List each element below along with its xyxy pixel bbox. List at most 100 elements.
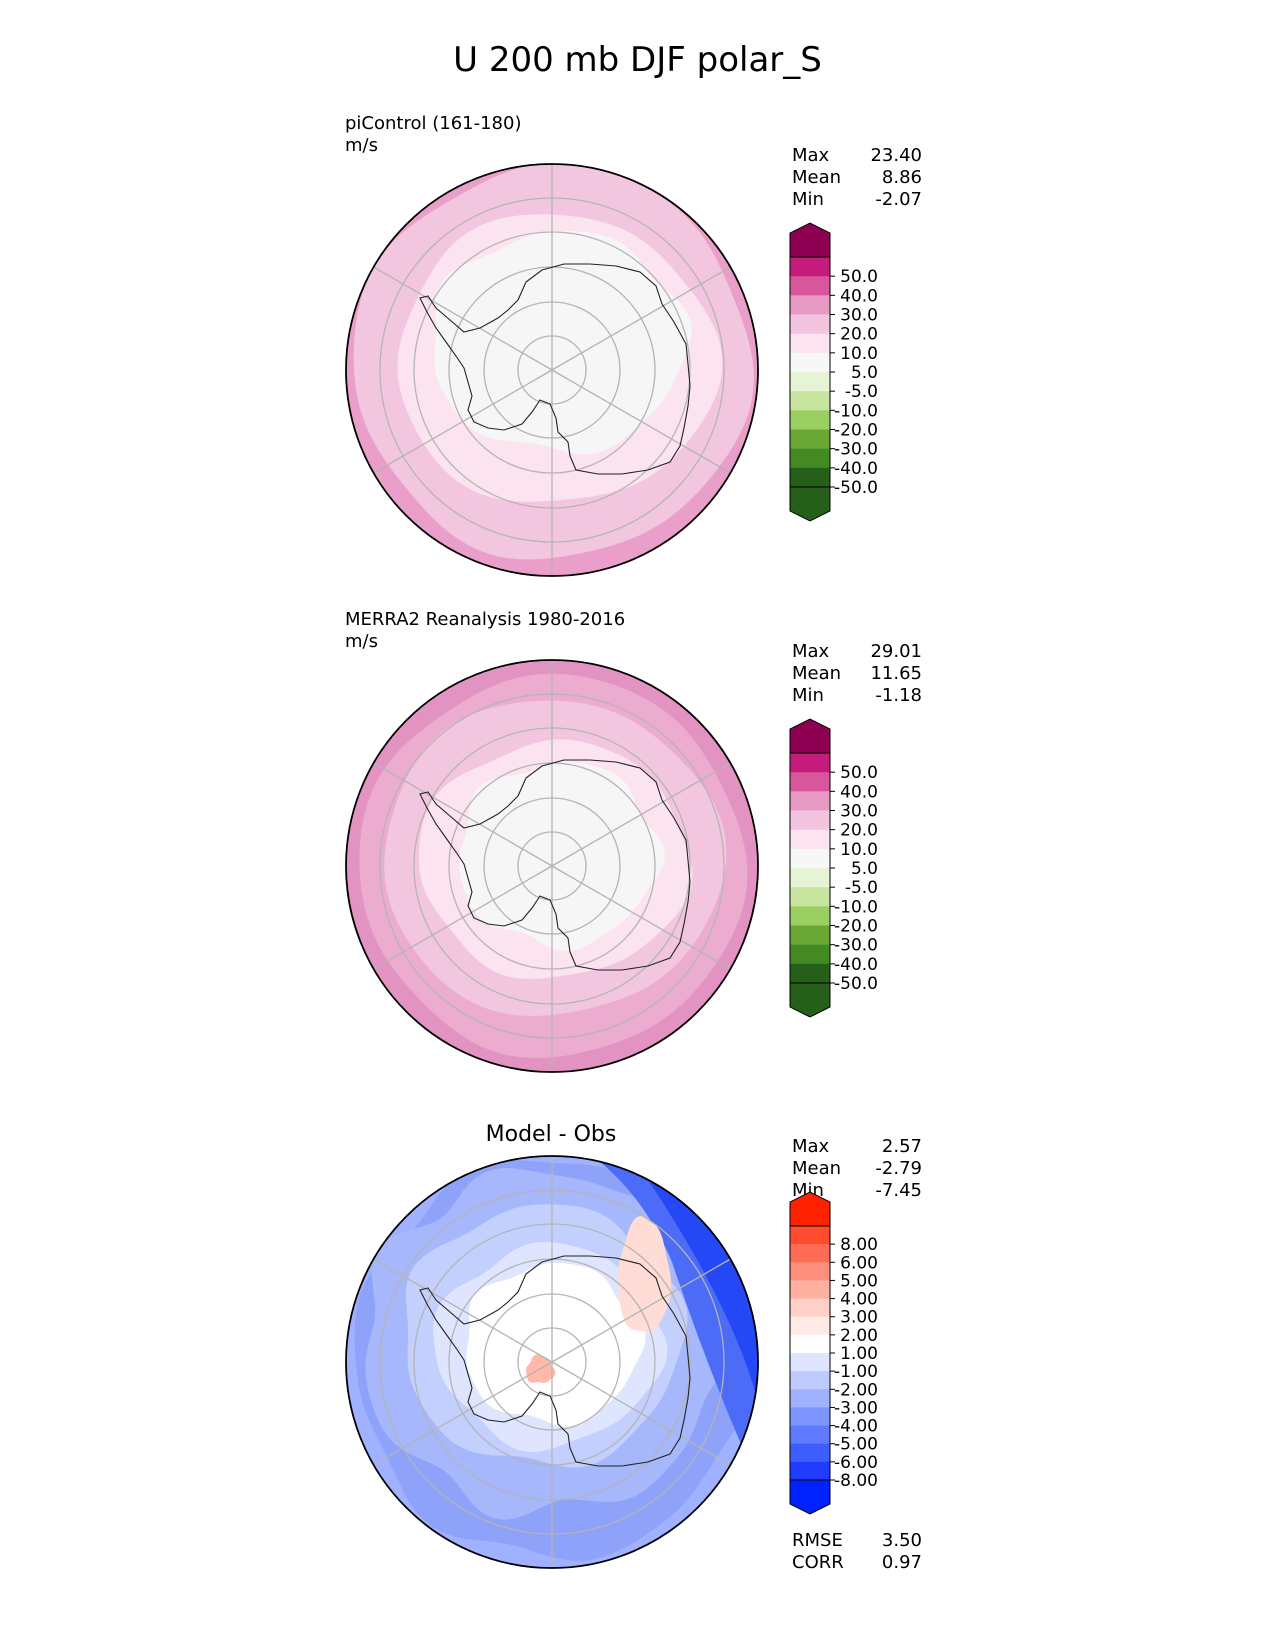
colorbar-tick-label: -5.0 <box>845 878 878 898</box>
meridian-line <box>551 369 731 474</box>
colorbar-tick-label: -8.00 <box>834 1471 878 1491</box>
colorbar-extend-min <box>789 486 831 522</box>
metric-label: RMSE <box>792 1530 843 1551</box>
colorbar-tick-label: 6.00 <box>840 1253 878 1273</box>
antarctica-coastline <box>419 1255 691 1467</box>
metric-label: CORR <box>792 1552 844 1573</box>
colorbar-segment <box>790 1316 830 1336</box>
colorbar-segment <box>790 829 830 850</box>
colorbar-segment <box>790 753 830 773</box>
panel-test-units: m/s <box>345 135 378 156</box>
colorbar-tick-label: 4.00 <box>840 1290 878 1310</box>
colorbar-segment <box>790 295 830 316</box>
colorbar-tick-label: 50.0 <box>840 763 878 783</box>
colorbar-tick-label: -50.0 <box>834 478 878 498</box>
colorbar-extend-max <box>789 222 831 258</box>
stat-value: -1.18 <box>875 685 922 706</box>
colorbar-tick-label: 50.0 <box>840 267 878 287</box>
colorbar-segment <box>790 1425 830 1445</box>
colorbar-extend-min <box>789 1479 831 1515</box>
stat-label: Max <box>792 1136 830 1157</box>
colorbar-tick-label: -20.0 <box>834 917 878 937</box>
panel-test-stats: Max 23.40 Mean 8.86 Min -2.07 <box>792 145 922 211</box>
colorbar-segment <box>790 391 830 411</box>
colorbar-tick-label: 30.0 <box>840 306 878 326</box>
colorbar-segment <box>790 868 830 888</box>
stat-value: 11.65 <box>870 663 922 684</box>
meridian-line <box>551 1258 731 1363</box>
panel-diff-title: Model - Obs <box>485 1122 617 1147</box>
colorbar-segment <box>790 1353 830 1372</box>
colorbar-tick-label: -10.0 <box>834 897 878 917</box>
colorbar-segment <box>790 1371 830 1390</box>
colorbar-tick-label: 5.0 <box>851 859 878 879</box>
stat-label: Max <box>792 641 830 662</box>
stat-value: 8.86 <box>881 167 922 188</box>
contour-band <box>459 761 665 952</box>
polar-map-test <box>345 163 759 577</box>
colorbar-tick-label: 30.0 <box>840 802 878 822</box>
colorbar-tick-label: -5.00 <box>834 1435 878 1455</box>
colorbar-tick-label: 20.0 <box>840 821 878 841</box>
colorbar-tick-label: -10.0 <box>834 401 878 421</box>
colorbar-segment <box>790 944 830 965</box>
meridian-line <box>551 1361 731 1466</box>
meridian-line <box>373 762 553 867</box>
panel-diff-metrics: RMSE 3.50 CORR 0.97 <box>792 1530 922 1574</box>
meridian-line <box>551 865 731 970</box>
colorbar-tick-label: -30.0 <box>834 440 878 460</box>
meridian-line <box>373 266 553 371</box>
colorbar-tick-label: -6.00 <box>834 1453 878 1473</box>
colorbar-segment <box>790 1443 830 1463</box>
stat-value: -2.07 <box>875 189 922 210</box>
colorbar-tick-label: -2.00 <box>834 1380 878 1400</box>
colorbar-tick-label: -4.00 <box>834 1417 878 1437</box>
map-boundary <box>345 1155 759 1569</box>
map-boundary <box>345 163 759 577</box>
stat-value: -2.79 <box>875 1158 922 1179</box>
colorbar-ref: 50.040.030.020.010.05.0-5.0-10.0-20.0-30… <box>789 718 878 1018</box>
colorbar-segment <box>790 810 830 831</box>
colorbar-test: 50.040.030.020.010.05.0-5.0-10.0-20.0-30… <box>789 222 878 522</box>
colorbar-extend-max <box>789 1191 831 1227</box>
colorbar-segment <box>790 906 830 927</box>
meridian-line <box>373 865 553 970</box>
colorbar-tick-label: 40.0 <box>840 782 878 802</box>
colorbar-segment <box>790 352 830 373</box>
colorbar-segment <box>790 791 830 812</box>
colorbar-tick-label: 8.00 <box>840 1235 878 1255</box>
stat-label: Mean <box>792 1158 842 1179</box>
meridian-line <box>551 266 731 371</box>
metric-value: 0.97 <box>881 1552 922 1573</box>
panel-ref-stats: Max 29.01 Mean 11.65 Min -1.18 <box>792 641 922 707</box>
panel-ref-title: MERRA2 Reanalysis 1980-2016 <box>345 609 626 630</box>
colorbar-segment <box>790 410 830 431</box>
colorbar-segment <box>790 314 830 335</box>
stat-label: Mean <box>792 167 842 188</box>
colorbar-segment <box>790 1226 830 1245</box>
colorbar-extend-max <box>789 718 831 754</box>
colorbar-tick-label: 40.0 <box>840 286 878 306</box>
colorbar-segment <box>790 467 830 488</box>
colorbar-segment <box>790 1461 830 1481</box>
colorbar-tick-label: 3.00 <box>840 1308 878 1328</box>
stat-value: 23.40 <box>870 145 922 166</box>
meridian-line <box>373 1361 553 1466</box>
colorbar-segment <box>790 1407 830 1427</box>
stat-value: -7.45 <box>875 1180 922 1201</box>
colorbar-tick-label: -3.00 <box>834 1398 878 1418</box>
meridian-line <box>551 762 731 867</box>
colorbar-tick-label: -20.0 <box>834 421 878 441</box>
colorbar-tick-label: 10.0 <box>840 344 878 364</box>
panel-test-title: piControl (161-180) <box>345 113 522 134</box>
metric-value: 3.50 <box>881 1530 922 1551</box>
colorbar-tick-label: 10.0 <box>840 840 878 860</box>
antarctica-coastline <box>419 759 691 971</box>
colorbar-segment <box>790 1244 830 1263</box>
colorbar-segment <box>790 429 830 450</box>
colorbar-segment <box>790 276 830 296</box>
stat-label: Min <box>792 685 824 706</box>
stat-label: Mean <box>792 663 842 684</box>
colorbar-extend-min <box>789 982 831 1018</box>
